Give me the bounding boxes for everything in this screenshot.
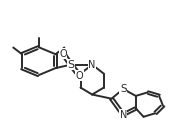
Text: O: O — [59, 49, 67, 59]
Text: S: S — [67, 60, 74, 70]
Text: O: O — [76, 71, 83, 81]
Text: S: S — [120, 84, 126, 94]
Text: N: N — [120, 110, 127, 120]
Text: N: N — [88, 60, 96, 70]
